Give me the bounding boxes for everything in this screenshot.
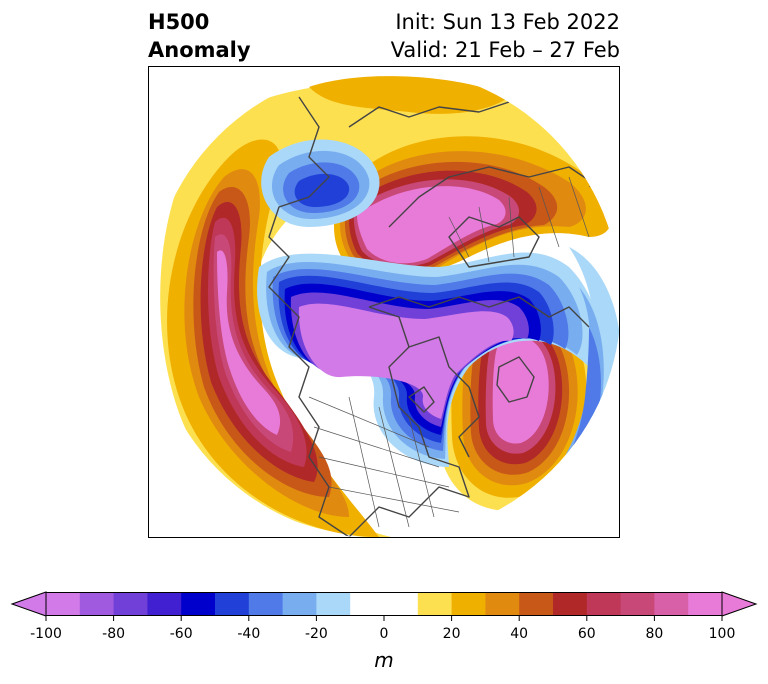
colorbar-segment <box>519 592 554 616</box>
init-date: Init: Sun 13 Feb 2022 <box>395 10 620 34</box>
colorbar-tick-label: -40 <box>237 626 261 642</box>
colorbar-segment <box>553 592 588 616</box>
colorbar <box>10 591 758 621</box>
colorbar-segment <box>181 592 216 616</box>
siberia-positive-center <box>334 136 612 278</box>
colorbar-segment <box>147 592 182 616</box>
arctic-positive-band <box>309 76 509 114</box>
colorbar-outline <box>45 592 723 616</box>
colorbar-segment <box>316 592 351 616</box>
colorbar-tick-label: -100 <box>30 626 62 642</box>
colorbar-segment <box>215 592 250 616</box>
colorbar-tick-label: -20 <box>304 626 328 642</box>
colorbar-tick-label: 20 <box>442 626 461 642</box>
negative-anomaly-field <box>257 252 600 467</box>
colorbar-tick-label: 40 <box>510 626 529 642</box>
colorbar-canvas <box>10 591 758 621</box>
colorbar-segment <box>451 592 486 616</box>
colorbar-segment <box>620 592 655 616</box>
colorbar-segment <box>282 592 317 616</box>
colorbar-segment <box>688 592 723 616</box>
title-variable: H500 <box>148 10 210 34</box>
political-boundaries <box>308 166 619 528</box>
colorbar-segment <box>384 592 419 616</box>
colorbar-tick-label: 60 <box>577 626 596 642</box>
colorbar-extend-max <box>721 591 758 617</box>
date-info: Init: Sun 13 Feb 2022 Valid: 21 Feb – 27… <box>391 8 620 64</box>
colorbar-segment <box>417 592 453 616</box>
colorbar-segment <box>485 592 520 616</box>
anomaly-map-canvas <box>160 76 619 537</box>
colorbar-segment <box>79 592 115 616</box>
colorbar-extend-min <box>10 591 47 617</box>
colorbar-tick-label: -80 <box>102 626 126 642</box>
colorbar-tick-label: 100 <box>708 626 736 642</box>
colorbar-segment <box>46 592 81 616</box>
colorbar-tick-label: 80 <box>645 626 664 642</box>
map-title: H500 Anomaly <box>148 8 251 64</box>
colorbar-tick-label: 0 <box>379 626 389 642</box>
colorbar-segment <box>586 592 622 616</box>
coastlines <box>268 96 600 537</box>
colorbar-segment <box>350 592 385 616</box>
colorbar-segment <box>654 592 689 616</box>
colorbar-unit: m <box>374 648 394 672</box>
title-anomaly: Anomaly <box>148 38 251 62</box>
colorbar-tick-label: -60 <box>169 626 193 642</box>
colorbar-segment <box>248 592 284 616</box>
anomaly-map <box>148 66 620 538</box>
colorbar-segment <box>113 592 148 616</box>
valid-range: Valid: 21 Feb – 27 Feb <box>390 38 620 62</box>
